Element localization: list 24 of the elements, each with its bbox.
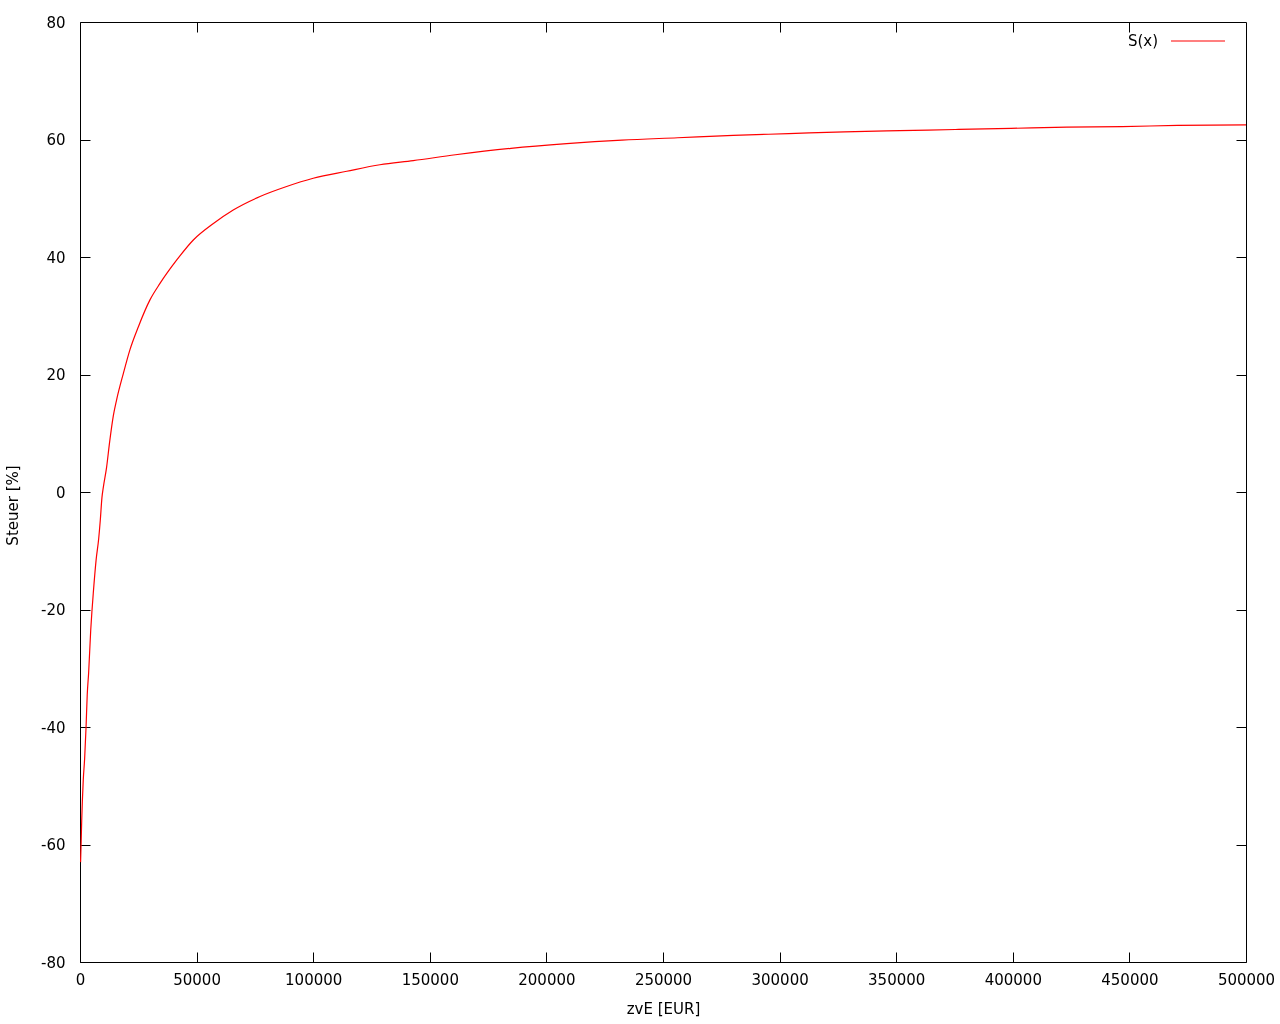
x-tick-label: 150000 (401, 970, 459, 989)
x-tick-label: 50000 (173, 970, 221, 989)
legend-label: S(x) (1127, 32, 1158, 50)
x-tick-label: 100000 (285, 970, 343, 989)
x-tick-label: 500000 (1217, 970, 1276, 989)
y-tick-label: 0 (55, 483, 66, 502)
x-tick-label: 200000 (518, 970, 576, 989)
y-tick-label: 40 (46, 248, 66, 267)
x-axis-title: zvE [EUR] (626, 999, 701, 1018)
x-tick-label: 0 (75, 970, 86, 989)
x-tick-label: 350000 (868, 970, 926, 989)
y-tick-label: -20 (41, 601, 66, 619)
x-tick-label: 400000 (984, 970, 1042, 989)
line-series (79, 124, 1247, 863)
y-tick-label: -60 (41, 836, 66, 854)
x-tick-label: 450000 (1101, 970, 1159, 989)
y-tick-label: 60 (46, 131, 66, 149)
x-tick-label: 300000 (751, 970, 809, 989)
y-tick-label: 80 (46, 13, 66, 32)
x-tick-label: 250000 (634, 970, 693, 989)
y-tick-label: -40 (41, 718, 66, 737)
y-tick-label: -80 (41, 953, 66, 972)
y-axis-title: Steuer [%] (3, 465, 22, 546)
y-tick-label: 20 (46, 366, 66, 384)
